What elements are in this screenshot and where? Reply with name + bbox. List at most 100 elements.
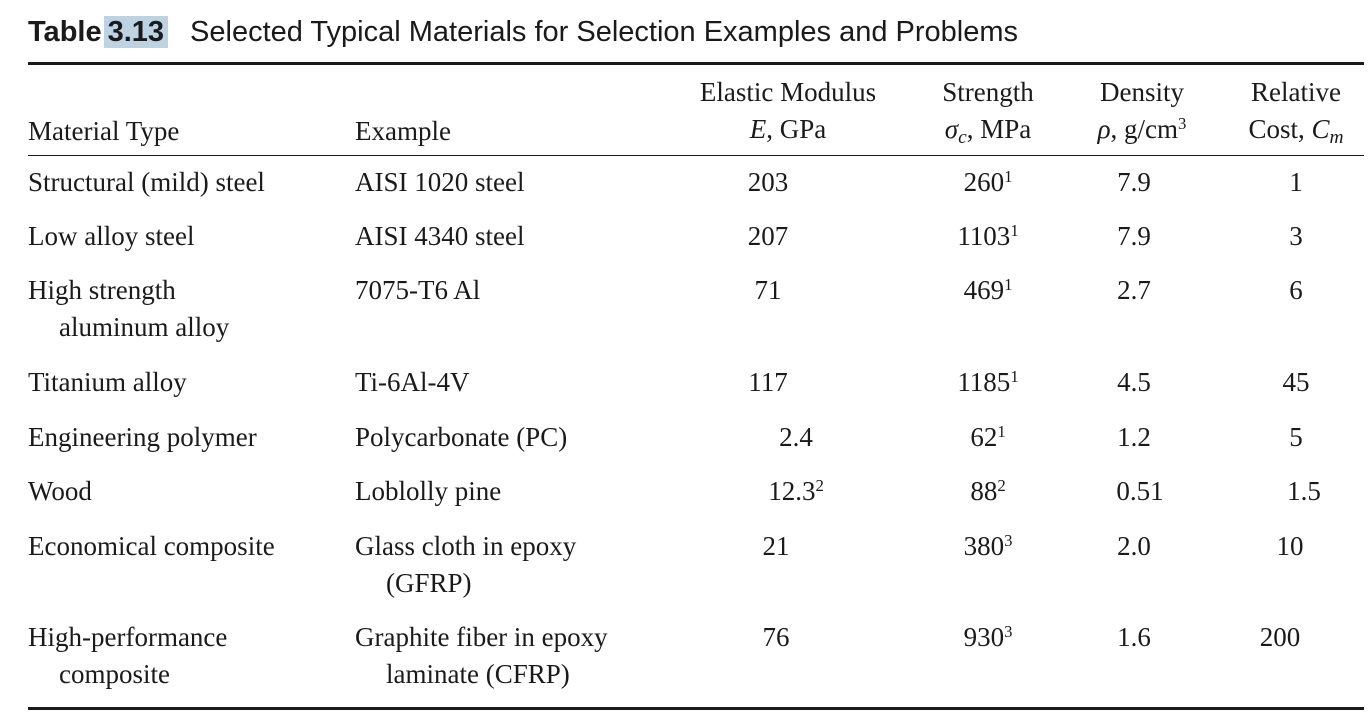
- table-label: Table: [28, 16, 102, 48]
- header-rule: [28, 155, 1364, 156]
- row-8-type-line1: High-performance: [28, 622, 228, 652]
- row-6-example: Loblolly pine: [355, 476, 502, 506]
- row-4-strength: 11851: [928, 364, 1048, 404]
- header-modulus: Elastic Modulus E, GPa: [680, 74, 896, 148]
- row-3-strength-note: 1: [1004, 274, 1013, 294]
- row-8-strength: 9303: [928, 619, 1048, 659]
- row-7-cost: 10: [1276, 531, 1304, 561]
- row-8-density: 1.6: [1117, 622, 1151, 652]
- row-7-example: Glass cloth in epoxy (GFRP): [355, 528, 576, 602]
- row-2-cost: 3: [1289, 221, 1303, 251]
- row-6-density: 0.51: [1116, 476, 1164, 506]
- row-7-strength-value: 380: [963, 531, 1005, 561]
- row-7-strength-note: 3: [1004, 530, 1013, 550]
- row-6-strength: 882: [928, 473, 1048, 513]
- row-4-modulus-value: 117: [748, 367, 788, 397]
- row-5-type: Engineering polymer: [28, 422, 257, 452]
- row-4-modulus: 117: [708, 364, 828, 404]
- row-4-type: Titanium alloy: [28, 367, 187, 397]
- cost-subscript: m: [1329, 126, 1344, 148]
- header-modulus-line2: E, GPa: [680, 111, 896, 148]
- strength-unit: , MPa: [966, 114, 1032, 144]
- row-5-example: Polycarbonate (PC): [355, 422, 568, 452]
- row-8-example: Graphite fiber in epoxy laminate (CFRP): [355, 619, 608, 693]
- row-6-cost: 1.5: [1287, 476, 1321, 506]
- row-2-modulus: 207: [708, 218, 828, 258]
- row-7-example-line1: Glass cloth in epoxy: [355, 531, 577, 561]
- row-5-strength: 621: [928, 419, 1048, 459]
- header-cost-line1: Relative: [1251, 77, 1341, 107]
- row-3-type: High strength aluminum alloy: [28, 272, 229, 346]
- row-3-density: 2.7: [1117, 275, 1151, 305]
- row-8-cost: 200: [1259, 622, 1301, 652]
- header-material-type: Material Type: [28, 116, 180, 146]
- row-2-density: 7.9: [1117, 221, 1151, 251]
- row-8-strength-value: 930: [963, 622, 1005, 652]
- row-1-type: Structural (mild) steel: [28, 167, 265, 197]
- header-strength: Strength σc, MPa: [920, 74, 1056, 151]
- row-5-cost: 5: [1289, 422, 1303, 452]
- header-example: Example: [355, 116, 451, 146]
- row-4-strength-note: 1: [1010, 366, 1019, 386]
- row-2-strength: 11031: [928, 218, 1048, 258]
- row-3-type-line1: High strength: [28, 275, 176, 305]
- row-1-example: AISI 1020 steel: [355, 167, 525, 197]
- row-8-example-line2: laminate (CFRP): [386, 659, 570, 689]
- row-6-type: Wood: [28, 476, 92, 506]
- cost-prefix: Cost,: [1248, 114, 1312, 144]
- row-3-type-line2: aluminum alloy: [59, 312, 230, 342]
- header-cost: Relative Cost, Cm: [1234, 74, 1358, 151]
- row-3-strength: 4691: [928, 272, 1048, 312]
- header-density-line2: ρ, g/cm3: [1075, 111, 1209, 151]
- row-8-type-line2: composite: [59, 659, 170, 689]
- bottom-rule: [28, 707, 1364, 710]
- header-density: Density ρ, g/cm3: [1075, 74, 1209, 151]
- row-8-modulus-value: 76: [762, 622, 790, 652]
- row-2-strength-note: 1: [1010, 220, 1019, 240]
- row-8-strength-note: 3: [1004, 621, 1013, 641]
- row-6-strength-value: 88: [970, 476, 998, 506]
- row-3-modulus: 71: [708, 272, 828, 312]
- row-1-modulus-value: 203: [747, 167, 789, 197]
- row-3-example: 7075-T6 Al: [355, 275, 481, 305]
- row-8-type: High-performance composite: [28, 619, 227, 693]
- row-7-modulus: 21: [716, 528, 836, 568]
- row-1-modulus: 203: [708, 164, 828, 204]
- density-symbol: ρ: [1097, 114, 1111, 144]
- row-7-example-line2: (GFRP): [386, 568, 472, 598]
- row-5-modulus-value: 2.4: [779, 422, 813, 452]
- header-density-line1: Density: [1100, 77, 1184, 107]
- density-unit: , g/cm: [1110, 114, 1179, 144]
- row-2-example: AISI 4340 steel: [355, 221, 525, 251]
- row-6-modulus: 12.32: [736, 473, 856, 513]
- row-6-modulus-value: 12.3: [768, 476, 816, 506]
- top-rule: [28, 62, 1364, 65]
- row-5-density: 1.2: [1117, 422, 1151, 452]
- row-5-modulus: 2.4: [736, 419, 856, 459]
- row-4-cost: 45: [1282, 367, 1310, 397]
- row-7-strength: 3803: [928, 528, 1048, 568]
- row-5-strength-value: 62: [970, 422, 998, 452]
- strength-symbol: σ: [944, 114, 959, 144]
- row-8-example-line1: Graphite fiber in epoxy: [355, 622, 608, 652]
- row-4-density: 4.5: [1117, 367, 1151, 397]
- row-3-modulus-value: 71: [754, 275, 782, 305]
- row-1-strength-value: 260: [963, 167, 1005, 197]
- row-7-type: Economical composite: [28, 531, 275, 561]
- header-cost-line2: Cost, Cm: [1234, 111, 1358, 151]
- row-3-cost: 6: [1289, 275, 1303, 305]
- row-1-strength: 2601: [928, 164, 1048, 204]
- row-7-density: 2.0: [1117, 531, 1151, 561]
- density-exponent: 3: [1178, 113, 1187, 133]
- table-caption: Table 3.13 Selected Typical Materials for …: [28, 12, 1018, 52]
- row-1-density: 7.9: [1117, 167, 1151, 197]
- row-4-strength-value: 1185: [957, 367, 1011, 397]
- row-8-modulus: 76: [716, 619, 836, 659]
- row-7-modulus-value: 21: [762, 531, 790, 561]
- row-6-modulus-note: 2: [815, 475, 824, 495]
- modulus-symbol: E: [749, 114, 767, 144]
- row-1-cost: 1: [1289, 167, 1303, 197]
- table-number: 3.13: [103, 16, 169, 48]
- header-modulus-line1: Elastic Modulus: [699, 77, 877, 107]
- header-strength-line2: σc, MPa: [920, 111, 1056, 151]
